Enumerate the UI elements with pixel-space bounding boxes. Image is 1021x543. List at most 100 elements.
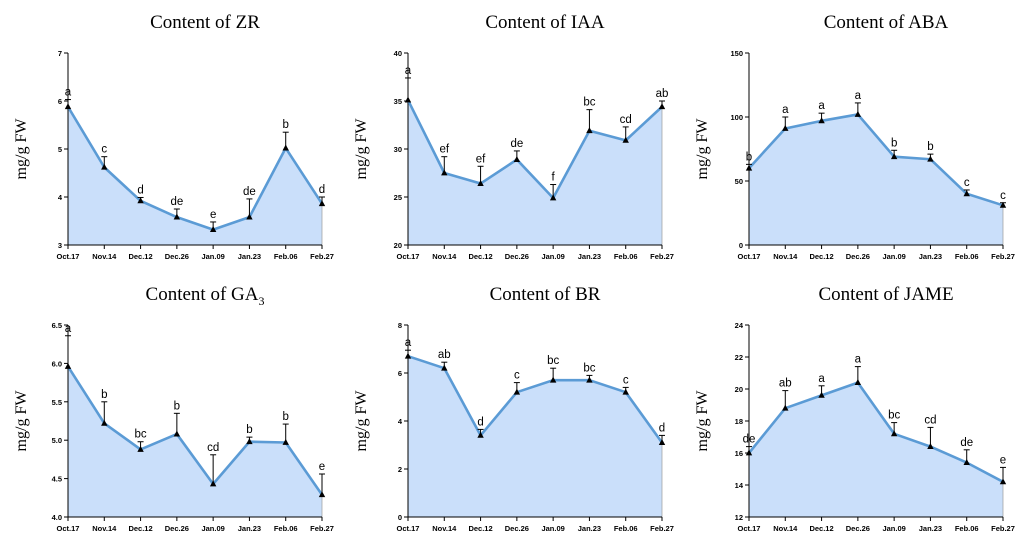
data-point bbox=[658, 103, 666, 110]
significance-letter: b bbox=[246, 424, 252, 436]
data-point bbox=[64, 103, 72, 110]
y-axis-label: mg/g FW bbox=[13, 118, 30, 180]
data-point bbox=[586, 127, 593, 134]
data-point bbox=[209, 226, 217, 233]
x-tick-label: Dec.26 bbox=[505, 524, 529, 533]
significance-letter: f bbox=[552, 172, 556, 184]
significance-letter: ef bbox=[476, 153, 486, 165]
significance-letter: e bbox=[210, 209, 216, 221]
data-point bbox=[999, 201, 1007, 208]
x-tick-label: Oct.17 bbox=[738, 252, 761, 261]
chart-title-subscript: 3 bbox=[258, 294, 264, 308]
significance-letter: b bbox=[891, 137, 897, 149]
data-point bbox=[173, 430, 181, 437]
y-tick-label: 25 bbox=[394, 193, 402, 202]
significance-letter: d bbox=[319, 184, 325, 196]
significance-letter: c bbox=[964, 177, 970, 189]
series-line bbox=[407, 354, 664, 444]
y-axis-label: mg/g FW bbox=[694, 390, 711, 452]
data-point bbox=[477, 431, 484, 438]
significance-letter: d bbox=[137, 184, 143, 196]
series-area bbox=[68, 106, 322, 245]
y-axis-label: mg/g FW bbox=[353, 390, 370, 452]
x-tick-label: Jan.09 bbox=[882, 252, 905, 261]
x-tick-label: Jan.23 bbox=[578, 252, 601, 261]
y-axis-label: mg/g FW bbox=[353, 118, 370, 180]
y-tick-label: 20 bbox=[735, 385, 743, 394]
significance-letter: a bbox=[818, 373, 825, 385]
y-tick-label: 0 bbox=[739, 241, 743, 250]
chart-svg: Content of GA3 mg/g FW 4.0 4.5 5.0 5.5 6.0 6.5 O… bbox=[13, 284, 334, 533]
y-tick-label: 7 bbox=[58, 49, 62, 58]
chart-svg: Content of ABA mg/g FW 0 50 100 150 Oct.17 Nov.… bbox=[694, 12, 1015, 261]
y-tick-label: 6 bbox=[398, 369, 402, 378]
chart-panel-zr: Content of ZR mg/g FW 3 4 5 6 7 Oct.17 Nov.14 Dec… bbox=[0, 0, 340, 271]
data-point bbox=[441, 169, 448, 176]
x-tick-label: Jan.09 bbox=[882, 524, 905, 533]
significance-letter: cd bbox=[207, 442, 219, 454]
significance-letter: a bbox=[65, 323, 72, 335]
data-point bbox=[963, 190, 970, 197]
significance-letter: a bbox=[65, 87, 72, 99]
data-point bbox=[318, 491, 326, 498]
data-point bbox=[622, 388, 629, 395]
x-tick-label: Jan.23 bbox=[238, 252, 261, 261]
x-tick-label: Feb.27 bbox=[991, 524, 1015, 533]
series-area bbox=[408, 100, 662, 245]
significance-letter: de bbox=[743, 434, 756, 446]
significance-letter: e bbox=[319, 461, 325, 473]
significance-letter: a bbox=[405, 65, 412, 77]
x-tick-label: Jan.09 bbox=[201, 524, 224, 533]
data-point bbox=[854, 379, 862, 385]
y-tick-label: 5.5 bbox=[52, 398, 62, 407]
chart-title: Content of GA3 bbox=[146, 284, 265, 308]
data-point bbox=[101, 419, 108, 426]
y-tick-label: 22 bbox=[735, 353, 743, 362]
data-point bbox=[745, 449, 753, 456]
x-tick-label: Dec.12 bbox=[468, 524, 492, 533]
significance-letter: de bbox=[243, 186, 256, 198]
significance-letter: b bbox=[283, 119, 289, 131]
y-tick-label: 6.0 bbox=[52, 359, 62, 368]
x-tick-label: Nov.14 bbox=[92, 252, 117, 261]
y-tick-label: 4.5 bbox=[52, 475, 62, 484]
series-area bbox=[68, 366, 322, 517]
x-tick-label: Oct.17 bbox=[57, 252, 80, 261]
significance-letter: a bbox=[855, 354, 862, 366]
chart-title: Content of IAA bbox=[485, 12, 605, 33]
y-axis-label: mg/g FW bbox=[13, 390, 30, 452]
x-tick-label: Feb.06 bbox=[955, 252, 979, 261]
y-tick-label: 30 bbox=[394, 145, 402, 154]
x-tick-label: Jan.23 bbox=[919, 524, 942, 533]
data-point bbox=[209, 480, 217, 487]
chart-panel-ga3: Content of GA3 mg/g FW 4.0 4.5 5.0 5.5 6.0 6.5 O… bbox=[0, 272, 340, 543]
significance-letter: de bbox=[170, 196, 183, 208]
series-line bbox=[66, 106, 324, 231]
x-tick-label: Dec.26 bbox=[846, 252, 870, 261]
significance-letter: b bbox=[101, 389, 107, 401]
x-tick-label: Feb.27 bbox=[310, 252, 334, 261]
y-tick-label: 24 bbox=[735, 321, 744, 330]
x-tick-label: Dec.12 bbox=[128, 524, 152, 533]
data-point bbox=[173, 213, 181, 220]
x-tick-label: Jan.23 bbox=[919, 252, 942, 261]
data-point bbox=[622, 136, 629, 143]
data-point bbox=[513, 388, 521, 395]
x-tick-label: Dec.12 bbox=[468, 252, 492, 261]
y-axis-label: mg/g FW bbox=[694, 118, 711, 180]
significance-letter: a bbox=[818, 100, 825, 112]
data-point bbox=[586, 376, 593, 383]
significance-letter: a bbox=[405, 337, 412, 349]
y-tick-label: 5 bbox=[58, 145, 62, 154]
y-tick-label: 4 bbox=[398, 417, 403, 426]
chart-panel-br: Content of BR mg/g FW 0 2 4 6 8 Oct.17 Nov.14 Dec… bbox=[340, 272, 680, 543]
series-line bbox=[66, 365, 324, 496]
chart-title: Content of ZR bbox=[150, 12, 260, 33]
significance-letter: e bbox=[1000, 454, 1006, 466]
data-point bbox=[782, 404, 789, 411]
data-point bbox=[513, 155, 521, 162]
significance-letter: c bbox=[1000, 190, 1006, 202]
x-tick-label: Oct.17 bbox=[397, 524, 420, 533]
data-point bbox=[64, 362, 72, 369]
significance-letter: c bbox=[101, 144, 107, 156]
